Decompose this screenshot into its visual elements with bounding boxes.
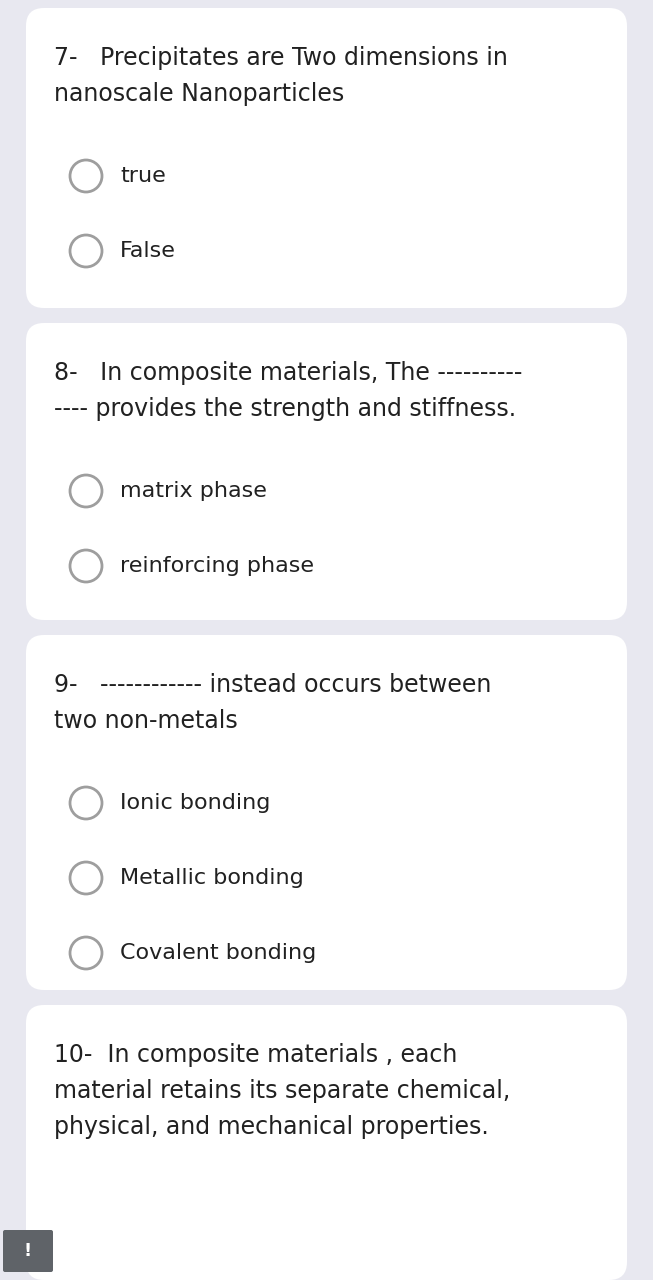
Text: 7-   Precipitates are Two dimensions in: 7- Precipitates are Two dimensions in bbox=[54, 46, 508, 70]
Text: physical, and mechanical properties.: physical, and mechanical properties. bbox=[54, 1115, 488, 1139]
Text: matrix phase: matrix phase bbox=[120, 481, 267, 500]
Text: Metallic bonding: Metallic bonding bbox=[120, 868, 304, 888]
FancyBboxPatch shape bbox=[26, 8, 627, 308]
Text: Ionic bonding: Ionic bonding bbox=[120, 794, 270, 813]
Text: reinforcing phase: reinforcing phase bbox=[120, 556, 314, 576]
Text: !: ! bbox=[24, 1242, 32, 1260]
Circle shape bbox=[70, 937, 102, 969]
Circle shape bbox=[70, 787, 102, 819]
Circle shape bbox=[70, 236, 102, 268]
Circle shape bbox=[70, 160, 102, 192]
Text: true: true bbox=[120, 166, 166, 186]
FancyBboxPatch shape bbox=[3, 1230, 53, 1272]
FancyBboxPatch shape bbox=[26, 635, 627, 989]
FancyBboxPatch shape bbox=[26, 323, 627, 620]
Text: 8-   In composite materials, The ----------: 8- In composite materials, The ---------… bbox=[54, 361, 522, 385]
FancyBboxPatch shape bbox=[26, 1005, 627, 1280]
Text: two non-metals: two non-metals bbox=[54, 709, 238, 733]
Text: 10-  In composite materials , each: 10- In composite materials , each bbox=[54, 1043, 457, 1068]
Text: material retains its separate chemical,: material retains its separate chemical, bbox=[54, 1079, 510, 1103]
Text: Covalent bonding: Covalent bonding bbox=[120, 943, 316, 963]
Text: nanoscale Nanoparticles: nanoscale Nanoparticles bbox=[54, 82, 344, 106]
Circle shape bbox=[70, 475, 102, 507]
Circle shape bbox=[70, 861, 102, 893]
Text: ---- provides the strength and stiffness.: ---- provides the strength and stiffness… bbox=[54, 397, 516, 421]
Circle shape bbox=[70, 550, 102, 582]
Text: False: False bbox=[120, 241, 176, 261]
Text: 9-   ------------ instead occurs between: 9- ------------ instead occurs between bbox=[54, 673, 491, 698]
